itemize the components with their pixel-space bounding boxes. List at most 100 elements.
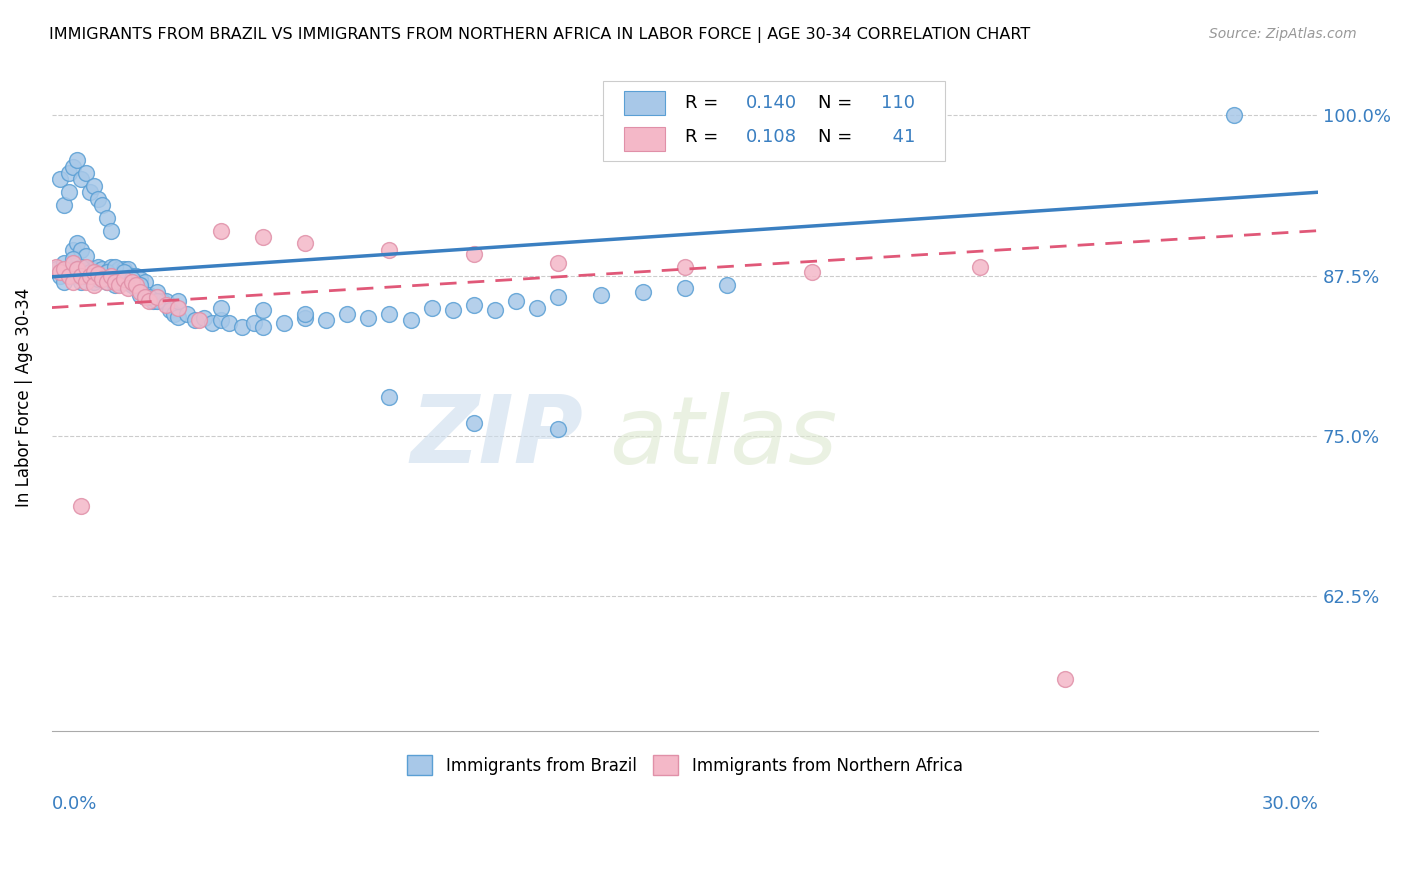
Point	[96, 275, 118, 289]
Point	[117, 262, 139, 277]
Text: 110: 110	[882, 94, 915, 112]
Point	[62, 262, 84, 277]
Point	[100, 272, 122, 286]
Point	[83, 178, 105, 193]
Point	[53, 198, 76, 212]
Point	[193, 310, 215, 325]
Point	[420, 301, 443, 315]
Text: N =: N =	[818, 94, 858, 112]
Point	[70, 500, 93, 514]
Point	[252, 230, 274, 244]
Point	[716, 277, 738, 292]
Point	[112, 275, 135, 289]
Point	[378, 390, 401, 404]
Point	[357, 310, 380, 325]
Point	[146, 294, 169, 309]
Point	[96, 275, 118, 289]
Point	[631, 285, 654, 300]
Text: R =: R =	[685, 94, 724, 112]
Point	[159, 303, 181, 318]
Point	[79, 268, 101, 283]
Point	[176, 307, 198, 321]
Point	[315, 313, 337, 327]
Point	[463, 246, 485, 260]
Point	[79, 185, 101, 199]
Point	[112, 265, 135, 279]
Point	[1053, 672, 1076, 686]
Point	[142, 294, 165, 309]
Point	[87, 192, 110, 206]
Point	[79, 262, 101, 277]
Point	[100, 268, 122, 283]
Point	[100, 260, 122, 274]
Point	[112, 272, 135, 286]
Point	[75, 166, 97, 180]
Point	[96, 211, 118, 225]
Point	[70, 260, 93, 274]
Point	[91, 198, 114, 212]
Point	[121, 277, 143, 292]
Point	[138, 287, 160, 301]
Point	[294, 307, 316, 321]
Point	[134, 290, 156, 304]
Point	[399, 313, 422, 327]
Point	[87, 267, 110, 281]
Point	[108, 268, 131, 283]
Text: 0.108: 0.108	[745, 128, 797, 146]
Point	[87, 260, 110, 274]
Point	[155, 294, 177, 309]
Point	[53, 262, 76, 277]
Point	[167, 310, 190, 324]
Point	[125, 268, 148, 283]
Point	[121, 275, 143, 289]
Point	[1222, 108, 1244, 122]
Point	[273, 316, 295, 330]
Point	[547, 256, 569, 270]
Point	[673, 281, 696, 295]
Point	[378, 307, 401, 321]
Point	[125, 277, 148, 292]
Point	[49, 265, 72, 279]
Point	[91, 262, 114, 277]
Point	[231, 319, 253, 334]
Point	[91, 268, 114, 283]
Point	[209, 224, 232, 238]
Point	[96, 265, 118, 279]
Point	[104, 275, 127, 289]
Point	[91, 272, 114, 286]
Point	[121, 272, 143, 286]
Point	[484, 303, 506, 318]
Point	[117, 272, 139, 286]
Point	[58, 185, 80, 199]
Point	[117, 281, 139, 295]
Point	[70, 268, 93, 283]
Point	[252, 319, 274, 334]
Point	[112, 262, 135, 277]
FancyBboxPatch shape	[624, 128, 665, 151]
Legend: Immigrants from Brazil, Immigrants from Northern Africa: Immigrants from Brazil, Immigrants from …	[401, 748, 969, 782]
Point	[53, 256, 76, 270]
Point	[108, 262, 131, 277]
Point	[441, 303, 464, 318]
Point	[336, 307, 359, 321]
Point	[58, 166, 80, 180]
Point	[70, 172, 93, 186]
Point	[218, 316, 240, 330]
Point	[66, 268, 89, 283]
Text: 41: 41	[882, 128, 915, 146]
Point	[184, 313, 207, 327]
Point	[134, 275, 156, 289]
Point	[45, 260, 67, 274]
Point	[62, 160, 84, 174]
Point	[146, 290, 169, 304]
Point	[138, 294, 160, 309]
Point	[252, 303, 274, 318]
Point	[167, 294, 190, 309]
Point	[129, 277, 152, 292]
Point	[104, 265, 127, 279]
Point	[75, 249, 97, 263]
Point	[83, 275, 105, 289]
Point	[589, 287, 612, 301]
Point	[121, 268, 143, 283]
Text: 30.0%: 30.0%	[1261, 795, 1319, 813]
